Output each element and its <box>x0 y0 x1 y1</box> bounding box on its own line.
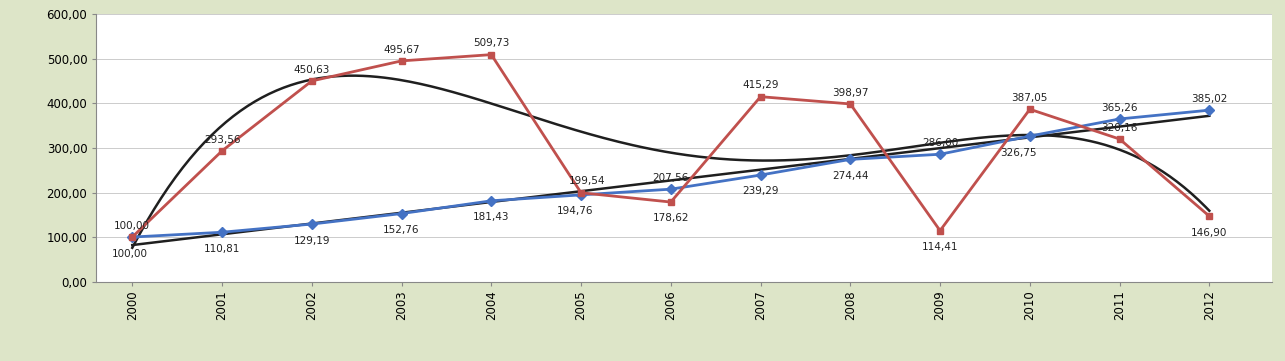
Text: 495,67: 495,67 <box>383 44 420 55</box>
Text: 239,29: 239,29 <box>743 187 779 196</box>
Text: 385,02: 385,02 <box>1191 94 1227 104</box>
Text: 129,19: 129,19 <box>293 235 330 245</box>
Text: 100,00: 100,00 <box>112 248 148 258</box>
Text: 274,44: 274,44 <box>833 171 869 181</box>
Text: 194,76: 194,76 <box>558 206 594 216</box>
Text: 199,54: 199,54 <box>568 177 605 186</box>
Text: 207,56: 207,56 <box>653 173 689 183</box>
Text: 178,62: 178,62 <box>653 213 689 223</box>
Text: 365,26: 365,26 <box>1101 103 1137 113</box>
Text: 398,97: 398,97 <box>833 88 869 97</box>
Text: 152,76: 152,76 <box>383 225 420 235</box>
Text: 181,43: 181,43 <box>473 212 510 222</box>
Text: 293,56: 293,56 <box>204 135 240 144</box>
Text: 326,75: 326,75 <box>1001 148 1037 157</box>
Text: 387,05: 387,05 <box>1011 93 1049 103</box>
Text: 450,63: 450,63 <box>293 65 330 75</box>
Text: 320,16: 320,16 <box>1101 123 1137 133</box>
Text: 110,81: 110,81 <box>204 244 240 254</box>
Text: 509,73: 509,73 <box>473 38 509 48</box>
Text: 114,41: 114,41 <box>921 242 959 252</box>
Text: 146,90: 146,90 <box>1191 228 1227 238</box>
Text: 415,29: 415,29 <box>743 81 779 90</box>
Text: 286,00: 286,00 <box>921 138 959 148</box>
Text: 100,00: 100,00 <box>114 221 150 231</box>
